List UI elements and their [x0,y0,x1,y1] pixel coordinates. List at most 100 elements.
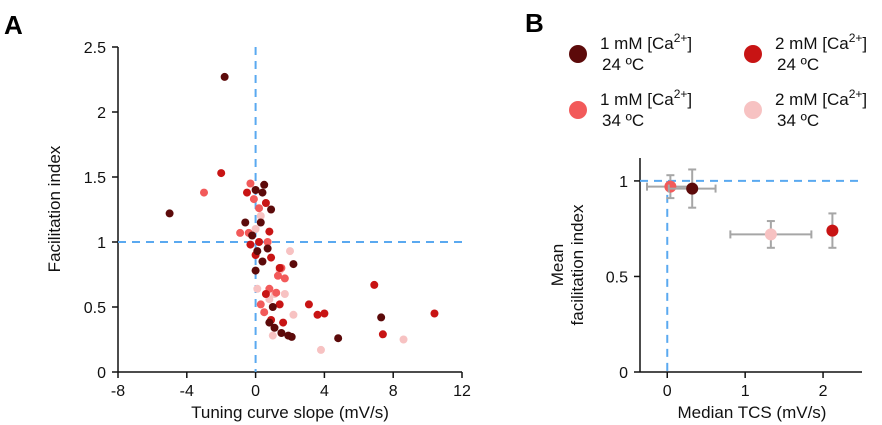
panel-a-point-c2mm-34c [256,212,265,220]
legend-marker [569,45,587,63]
panel-a-y-tick-label: 0.5 [84,300,106,317]
panel-a-y-axis-label: Facilitation index [45,145,64,272]
panel-a-point-c2mm-24c [275,264,284,272]
panel-a-point-c1mm-24c [248,231,257,240]
panel-b-y-axis-label-line2: facilitation index [568,204,587,325]
panel-a-point-c1mm-34c [246,179,255,188]
panel-b-y-axis-label-line1: Mean [548,244,567,287]
panel-a-point-c2mm-24c [246,240,255,249]
panel-a-point-c1mm-24c [270,323,279,332]
panel-a-point-c2mm-24c [255,238,264,246]
panel-b-y-tick-label: 1 [619,174,628,191]
panel-a-point-c2mm-34c [399,335,408,344]
panel-b-x-tick-label: 0 [663,383,672,400]
panel-a-point-c1mm-24c [253,247,262,256]
panel-b-y-tick-label: 0 [619,365,628,382]
panel-a-x-tick-label: -8 [111,383,125,400]
panel-b-point-c2mm-24c [826,212,839,249]
panel-a-point-c1mm-34c [280,274,289,283]
panel-a-point-c1mm-34c [272,288,281,297]
panel-a-point-c2mm-24c [261,290,270,298]
panel-a-point-c2mm-24c [304,300,313,309]
panel-a-point-c1mm-24c [220,72,229,81]
panel-a-point-c1mm-24c [251,266,260,275]
panel-b-x-tick-label: 1 [741,383,750,400]
mean-marker [826,224,839,237]
panel-a-point-c1mm-34c [236,228,245,237]
legend-marker [569,101,587,119]
panel-b-point-c1mm-24c [667,168,717,209]
panel-b-x-tick-label: 2 [819,383,828,400]
panel-a-x-tick-label: 12 [453,383,471,400]
panel-a-point-c1mm-34c [255,204,264,213]
panel-a-y-tick-label: 1.5 [84,170,106,187]
panel-a-point-c1mm-24c [377,313,386,322]
panel-a-x-axis-label: Tuning curve slope (mV/s) [191,403,389,422]
panel-a-point-c1mm-24c [165,209,174,218]
panel-b-x-axis-label: Median TCS (mV/s) [678,403,827,422]
panel-a-point-c2mm-24c [243,188,251,197]
legend-marker [744,101,762,119]
panel-a-point-c1mm-24c [256,218,265,227]
panel-a-point-c1mm-24c [265,318,274,327]
legend-label-line1: 1 mM [Ca2+] [600,87,692,109]
panel-a-point-c1mm-24c [289,260,298,269]
panel-b-reference-lines [640,179,862,372]
panel-a-point-c2mm-34c [289,310,298,319]
panel-a-point-c1mm-24c [287,332,296,341]
panel-a-point-c2mm-24c [320,309,329,318]
panel-a-point-c2mm-34c [286,247,294,256]
panel-a-point-c2mm-24c [370,280,379,289]
panel-a-point-c1mm-34c [273,271,282,280]
panel-a-y-tick-label: 0 [97,365,106,382]
panel-a-point-c1mm-34c [263,238,272,246]
panel-a-point-c1mm-24c [277,329,286,337]
panel-a-reference-lines [118,47,462,372]
legend: 1 mM [Ca2+] 24 ºC 2 mM [Ca2+] 24 ºC 1 mM [Ca… [569,31,867,130]
panel-b-scatter-chart: 0 1 2 0 0.5 1 Median TCS (mV/s) Mean facilita… [548,158,862,422]
panel-letter-a: A [4,10,23,40]
panel-a-point-c1mm-24c [260,180,269,189]
panel-a-x-tick-label: 8 [389,383,398,400]
panel-a-point-c1mm-24c [241,218,250,227]
panel-a-point-c2mm-34c [251,225,260,233]
panel-a-point-c2mm-24c [378,330,387,339]
legend-label-line1: 2 mM [Ca2+] [775,87,867,109]
panel-a-y-tick-label: 1 [97,235,106,252]
panel-b-ticks: 0 1 2 0 0.5 1 [606,174,828,400]
panel-a-point-c2mm-24c [275,300,284,309]
panel-a-point-c1mm-24c [267,205,276,214]
legend-label-line2: 24 ºC [602,55,644,74]
panel-a-y-tick-label: 2.5 [84,40,106,57]
panel-a-x-tick-label: -4 [180,383,194,400]
panel-a-point-c2mm-24c [261,199,270,207]
panel-a-point-c1mm-24c [263,244,272,253]
panel-a-point-c2mm-24c [313,310,322,319]
panel-a-y-tick-label: 2 [97,105,106,122]
panel-a-point-c1mm-24c [258,257,267,266]
panel-b-points [646,168,839,249]
panel-b-point-c2mm-34c [729,220,813,249]
legend-label-line2: 24 ºC [777,55,819,74]
panel-a-point-c1mm-24c [251,186,260,194]
legend-marker [744,45,762,63]
mean-marker [664,180,677,193]
panel-a-point-c2mm-34c [280,290,289,298]
mean-marker [686,182,699,195]
legend-label-line1: 2 mM [Ca2+] [775,31,867,53]
panel-a-point-c2mm-34c [316,345,325,354]
panel-a-point-c2mm-24c [430,309,439,318]
legend-label-line1: 1 mM [Ca2+] [600,31,692,53]
panel-a-point-c2mm-34c [253,284,262,293]
panel-a-scatter-chart: -8 -4 0 4 8 12 0 0.5 1 1.5 2 2.5 Tuning curve slope… [45,40,471,422]
panel-a-ticks: -8 -4 0 4 8 12 0 0.5 1 1.5 2 2.5 [84,40,471,400]
panel-letter-b: B [525,8,544,38]
panel-a-point-c2mm-24c [267,253,276,262]
panel-a-x-tick-label: 4 [320,383,329,400]
panel-a-point-c1mm-34c [249,195,258,204]
panel-b-y-tick-label: 0.5 [606,269,628,286]
panel-a-point-c1mm-24c [268,303,277,311]
panel-a-point-c1mm-34c [260,308,269,317]
legend-label-line2: 34 ºC [602,111,644,130]
